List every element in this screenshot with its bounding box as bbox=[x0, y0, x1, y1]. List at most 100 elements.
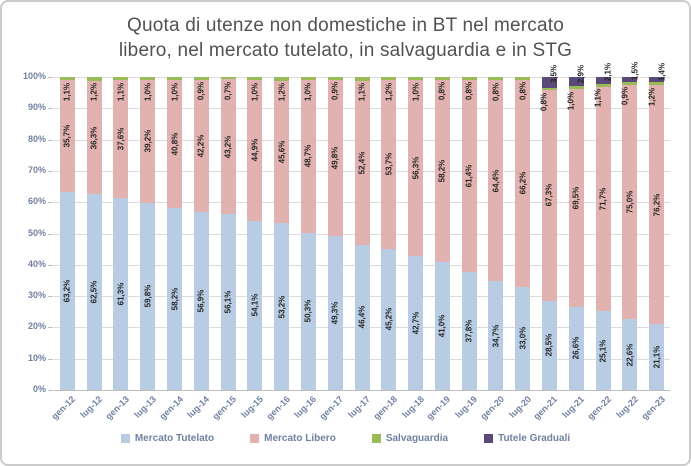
x-tick-label: lug-17 bbox=[346, 394, 373, 420]
bar-segment-mercato-tutelato bbox=[434, 261, 450, 390]
y-tick-label: 60% bbox=[27, 196, 46, 207]
bar-segment-salvaguardia bbox=[595, 83, 611, 87]
bar-segment-salvaguardia bbox=[541, 87, 557, 91]
data-label: 1,2% bbox=[647, 87, 657, 106]
data-label: 33,0% bbox=[518, 327, 528, 350]
bar-segment-mercato-libero bbox=[434, 79, 450, 262]
bar-segment-mercato-tutelato bbox=[622, 319, 638, 390]
data-label: 21,1% bbox=[652, 345, 662, 369]
bar-segment-salvaguardia bbox=[515, 77, 531, 80]
bar-segment-salvaguardia bbox=[59, 77, 75, 81]
x-tick-label: lug-20 bbox=[506, 394, 533, 420]
data-label: 36,3% bbox=[89, 126, 99, 149]
data-label: 1,1% bbox=[357, 82, 367, 102]
x-tick-label: gen-21 bbox=[531, 394, 560, 422]
data-label: 0,8% bbox=[464, 82, 474, 101]
bar-segment-salvaguardia bbox=[461, 77, 477, 80]
data-label: 26,6% bbox=[571, 337, 581, 360]
chart-title-line-1: Quota di utenze non domestiche in BT nel… bbox=[127, 15, 564, 36]
y-tick-mark bbox=[48, 264, 53, 266]
bar-segment-salvaguardia bbox=[247, 77, 263, 81]
bar-segment-mercato-tutelato bbox=[300, 232, 316, 390]
data-label: 42,7% bbox=[411, 311, 421, 335]
x-tick-label: gen-20 bbox=[478, 394, 506, 422]
bar-segment-salvaguardia bbox=[274, 77, 290, 81]
bar-segment-mercato-tutelato bbox=[220, 214, 236, 390]
data-label: 34,7% bbox=[491, 324, 501, 348]
bar-segment-tutele-graduali bbox=[649, 77, 665, 82]
data-label: 62,5% bbox=[89, 280, 99, 304]
bar-segment-mercato-libero bbox=[327, 79, 343, 236]
data-label: 28,5% bbox=[544, 334, 554, 357]
data-label: 53,7% bbox=[384, 153, 394, 176]
data-label: 1,0% bbox=[250, 82, 260, 101]
data-label: 1,0% bbox=[303, 82, 313, 101]
x-tick-label: lug-14 bbox=[185, 394, 212, 420]
legend-swatch-icon bbox=[120, 434, 130, 443]
y-tick-mark bbox=[48, 358, 53, 360]
data-label: 63,2% bbox=[62, 279, 72, 303]
y-tick-label: 10% bbox=[27, 352, 46, 363]
data-label: 61,3% bbox=[116, 282, 126, 306]
data-label: 39,2% bbox=[143, 130, 153, 153]
data-label: 1,2% bbox=[277, 82, 287, 101]
data-label: 40,8% bbox=[170, 132, 180, 156]
data-label: 56,1% bbox=[223, 290, 233, 314]
bar-segment-mercato-tutelato bbox=[649, 323, 665, 390]
bar-segment-mercato-tutelato bbox=[167, 207, 183, 390]
data-label: 75,0% bbox=[625, 190, 635, 214]
bar-segment-tutele-graduali bbox=[541, 76, 557, 88]
bar-segment-mercato-tutelato bbox=[193, 211, 209, 390]
bar-segment-mercato-tutelato bbox=[568, 306, 584, 390]
x-tick-label: lug-16 bbox=[292, 394, 319, 420]
bar-segment-mercato-tutelato bbox=[113, 198, 129, 390]
legend-item-salvaguardia: Salvaguardia bbox=[371, 433, 448, 444]
x-tick-label: gen-18 bbox=[371, 394, 399, 422]
data-label: 37,6% bbox=[116, 127, 126, 151]
y-tick-label: 70% bbox=[27, 164, 46, 175]
x-tick-label: lug-12 bbox=[78, 394, 105, 420]
bar-segment-salvaguardia bbox=[381, 76, 397, 81]
y-tick-mark bbox=[48, 108, 53, 110]
data-label: 66,2% bbox=[518, 171, 528, 195]
data-label: 0,8% bbox=[437, 82, 447, 101]
bar-segment-mercato-libero bbox=[113, 80, 129, 199]
bar-segment-mercato-tutelato bbox=[140, 202, 156, 390]
bar-segment-salvaguardia bbox=[167, 77, 183, 81]
data-label: 49,8% bbox=[330, 146, 340, 170]
bar-segment-salvaguardia bbox=[622, 81, 638, 85]
bar-segment-mercato-libero bbox=[247, 80, 263, 221]
bar-segment-salvaguardia bbox=[354, 77, 370, 81]
data-label: 0,9% bbox=[196, 82, 206, 101]
bar-segment-salvaguardia bbox=[300, 77, 316, 81]
data-label: 44,9% bbox=[250, 139, 260, 162]
bar-segment-mercato-libero bbox=[649, 85, 665, 324]
bar-segment-mercato-tutelato bbox=[515, 286, 531, 390]
data-label: 58,2% bbox=[437, 159, 447, 182]
bar-segment-mercato-libero bbox=[167, 80, 183, 208]
bar-segment-tutele-graduali bbox=[595, 77, 611, 84]
data-label: 35,7% bbox=[62, 124, 72, 148]
data-label: 49,3% bbox=[330, 301, 340, 325]
x-tick-label: lug-15 bbox=[239, 394, 265, 420]
y-tick-mark bbox=[48, 77, 53, 78]
bar-segment-salvaguardia bbox=[86, 77, 102, 81]
data-label: 1,1% bbox=[62, 82, 72, 101]
bar-segment-salvaguardia bbox=[193, 77, 209, 80]
x-tick-label: gen-17 bbox=[317, 394, 346, 422]
data-label: 1,5% bbox=[630, 62, 640, 81]
data-label: 53,2% bbox=[277, 295, 287, 319]
bar-segment-salvaguardia bbox=[327, 77, 343, 80]
bar-segment-mercato-tutelato bbox=[595, 311, 611, 390]
x-tick-label: gen-19 bbox=[424, 394, 453, 422]
bar-segment-mercato-tutelato bbox=[247, 220, 263, 390]
y-tick-label: 20% bbox=[27, 321, 46, 332]
data-label: 37,8% bbox=[464, 319, 474, 343]
data-label: 71,7% bbox=[598, 187, 608, 211]
bar-segment-mercato-libero bbox=[220, 79, 236, 215]
legend-label: Mercato Libero bbox=[264, 433, 336, 444]
data-label: 76,2% bbox=[652, 193, 662, 217]
data-label: 1,0% bbox=[143, 82, 153, 101]
legend-swatch-icon bbox=[484, 434, 494, 443]
bar-segment-mercato-libero bbox=[461, 79, 477, 272]
